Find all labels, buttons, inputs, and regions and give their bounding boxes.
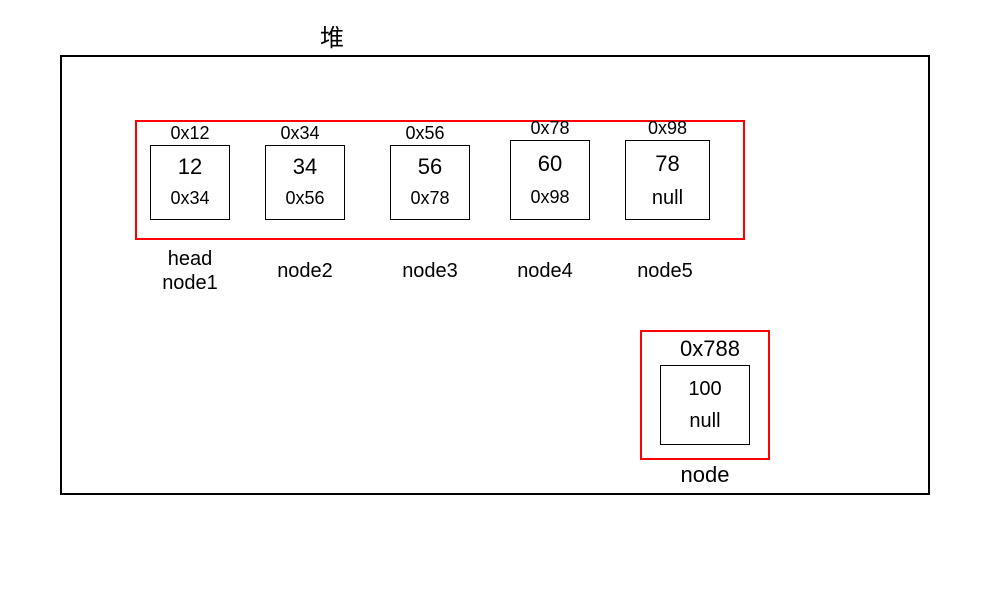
node4-address: 0x78	[510, 118, 590, 139]
node4-box: 60 0x98	[510, 140, 590, 220]
node2-address: 0x34	[260, 123, 340, 144]
diagram-title: 堆	[320, 18, 344, 53]
node2-box: 34 0x56	[265, 145, 345, 220]
node4-value: 60	[511, 151, 589, 177]
node1-next: 0x34	[151, 188, 229, 209]
node4-name: node4	[500, 260, 590, 283]
node1-name-head: head	[150, 248, 230, 271]
node3-box: 56 0x78	[390, 145, 470, 220]
node3-address: 0x56	[385, 123, 465, 144]
node5-next: null	[626, 187, 709, 210]
node4-next: 0x98	[511, 187, 589, 208]
single-node-next: null	[661, 410, 749, 433]
node2-next: 0x56	[266, 188, 344, 209]
node2-name: node2	[265, 260, 345, 283]
node5-box: 78 null	[625, 140, 710, 220]
diagram-canvas: 堆 0x12 12 0x34 head node1 0x34 34 0x56 n…	[0, 0, 988, 600]
node5-address: 0x98	[625, 118, 710, 139]
node5-name: node5	[620, 260, 710, 283]
node1-box: 12 0x34	[150, 145, 230, 220]
node1-address: 0x12	[150, 123, 230, 144]
node3-name: node3	[385, 260, 475, 283]
single-node-value: 100	[661, 378, 749, 401]
single-node-box: 100 null	[660, 365, 750, 445]
single-node-address: 0x788	[665, 336, 755, 362]
node2-value: 34	[266, 154, 344, 180]
node3-value: 56	[391, 154, 469, 180]
single-node-name: node	[660, 462, 750, 488]
node1-name: node1	[150, 272, 230, 295]
node3-next: 0x78	[391, 188, 469, 209]
node5-value: 78	[626, 151, 709, 177]
node1-value: 12	[151, 154, 229, 180]
